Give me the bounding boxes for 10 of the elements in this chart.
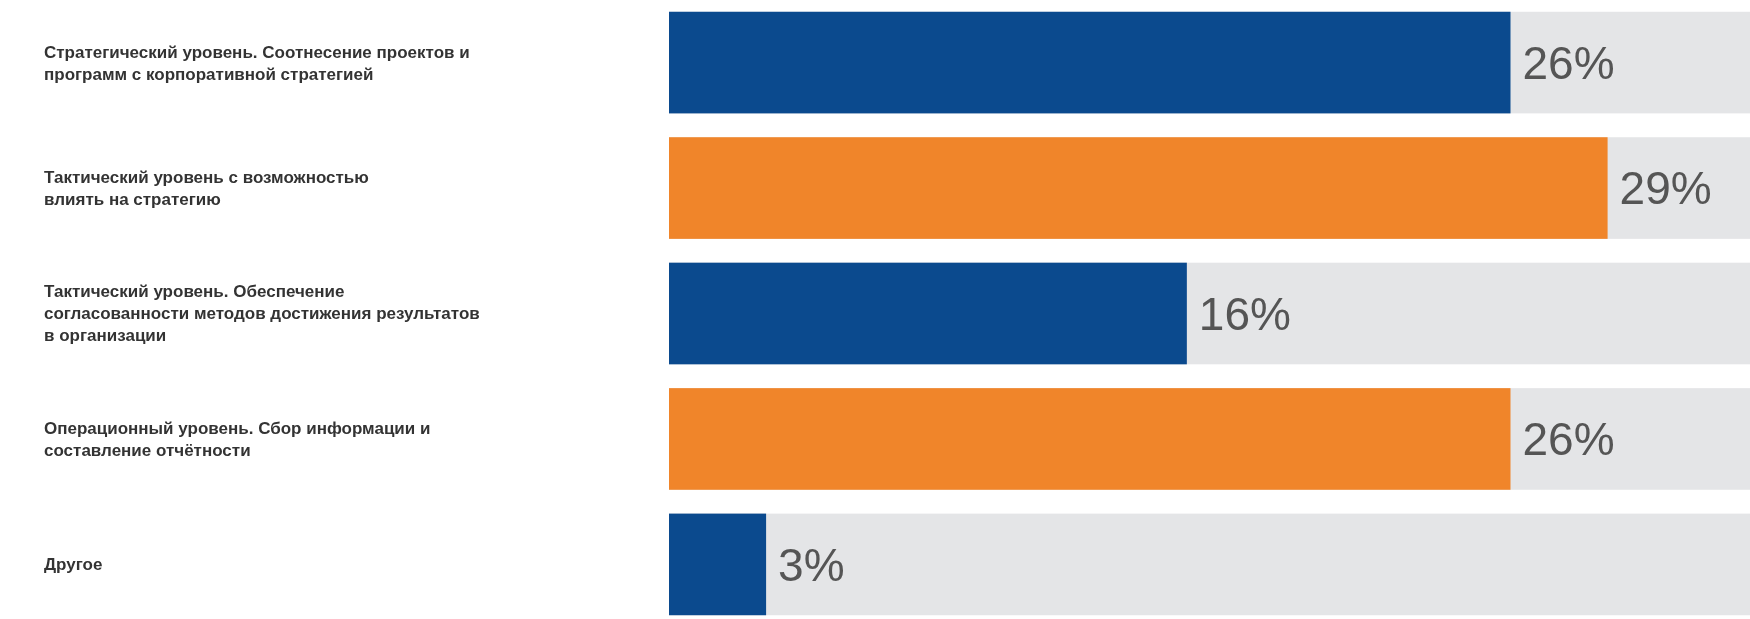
data-label: 26% xyxy=(1522,413,1615,466)
y-tick-label: Тактический уровень. Обеспечение согласованности методов достижения результатов в организации xyxy=(44,282,480,346)
data-label: 16% xyxy=(1198,287,1291,340)
y-tick-label: Стратегический уровень. Соотнесение проектов и программ с корпоративной стратегией xyxy=(44,42,470,84)
y-tick-label: Тактический уровень с возможностью влиять на стратегию xyxy=(44,167,369,209)
data-label: 26% xyxy=(1522,36,1615,89)
data-label: 3% xyxy=(778,538,845,591)
y-tick-label: Другое xyxy=(44,555,103,575)
y-tick-label: Операционный уровень. Сбор информации и составление отчётности xyxy=(44,418,431,460)
data-label: 29% xyxy=(1619,162,1712,215)
